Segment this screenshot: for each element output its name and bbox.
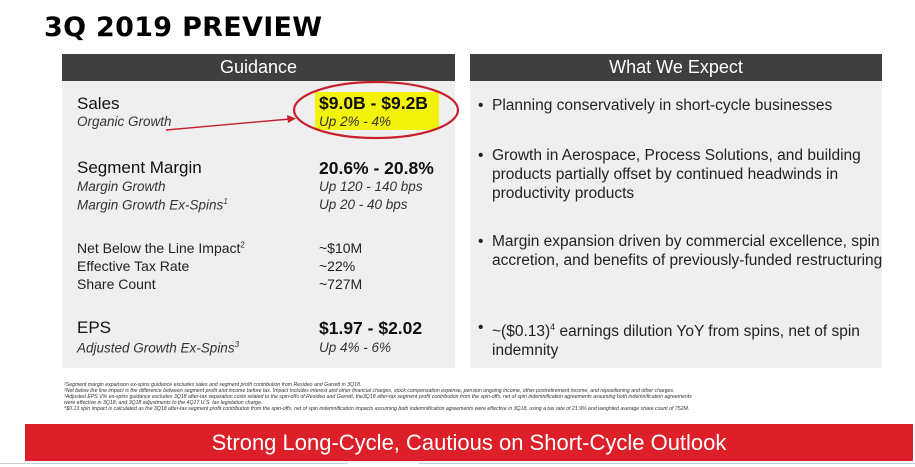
annotation-ellipse bbox=[292, 80, 460, 140]
tax-value: ~22% bbox=[319, 258, 356, 274]
divider bbox=[0, 463, 348, 464]
footnote-3-cont: were effective in 3Q18, and 3Q18 adjustm… bbox=[64, 400, 263, 406]
footnote-4: ⁴$0.13 spin impact is calculated as the … bbox=[64, 406, 690, 412]
annotation-arrow bbox=[165, 118, 291, 131]
guidance-header: Guidance bbox=[62, 54, 455, 81]
arrowhead-icon bbox=[287, 115, 296, 123]
share-label: Share Count bbox=[77, 276, 156, 292]
sales-label: Sales bbox=[77, 94, 120, 113]
sales-value: $9.0B - $9.2B bbox=[319, 93, 428, 113]
expect-bullet-3: • Margin expansion driven by commercial e… bbox=[478, 233, 883, 269]
footnote-3: ³Adjusted EPS V% ex-spins guidance exclu… bbox=[64, 394, 692, 400]
bullet-icon: • bbox=[478, 233, 484, 250]
eps-value: $1.97 - $2.02 bbox=[319, 318, 423, 338]
margin-growth-value: Up 120 - 140 bps bbox=[319, 179, 423, 194]
bullet-icon: • bbox=[478, 319, 484, 336]
margin-growth-ex-spins-value: Up 20 - 40 bps bbox=[319, 197, 408, 212]
bullet-icon: • bbox=[478, 147, 484, 164]
segment-margin-label: Segment Margin bbox=[77, 158, 202, 177]
segment-margin-value: 20.6% - 20.8% bbox=[319, 158, 434, 178]
outlook-banner: Strong Long-Cycle, Cautious on Short-Cyc… bbox=[25, 424, 913, 461]
page-title: 3Q 2019 PREVIEW bbox=[44, 12, 323, 43]
expect-header: What We Expect bbox=[470, 54, 882, 81]
eps-sub-value: Up 4% - 6% bbox=[319, 340, 392, 355]
sales-sub-value: Up 2% - 4% bbox=[319, 114, 392, 129]
footnote-1: ¹Segment margin expansion ex-spins guida… bbox=[64, 382, 362, 388]
tax-label: Effective Tax Rate bbox=[77, 258, 190, 274]
share-value: ~727M bbox=[319, 276, 363, 292]
divider bbox=[418, 463, 915, 464]
eps-sub-label: Adjusted Growth Ex-Spins3 bbox=[77, 340, 240, 356]
bullet-icon: • bbox=[478, 97, 484, 114]
sales-sub-label: Organic Growth bbox=[77, 114, 172, 129]
expect-bullet-2: • Growth in Aerospace, Process Solutions,… bbox=[478, 147, 861, 202]
margin-growth-label: Margin Growth bbox=[77, 179, 166, 194]
footnote-2: ²Net below the line impact is the differ… bbox=[64, 388, 675, 394]
footnotes: ¹Segment margin expansion ex-spins guida… bbox=[64, 382, 894, 412]
sales-highlight bbox=[315, 92, 439, 130]
margin-growth-ex-spins-label: Margin Growth Ex-Spins1 bbox=[77, 197, 228, 213]
expect-panel bbox=[470, 81, 882, 368]
nbl-value: ~$10M bbox=[319, 240, 363, 256]
expect-bullet-4: • ~($0.13)4 earnings dilution YoY from sp… bbox=[478, 319, 860, 360]
eps-label: EPS bbox=[77, 318, 112, 337]
expect-bullet-1: • Planning conservatively in short-cycle … bbox=[478, 97, 833, 114]
nbl-label: Net Below the Line Impact2 bbox=[77, 240, 245, 256]
